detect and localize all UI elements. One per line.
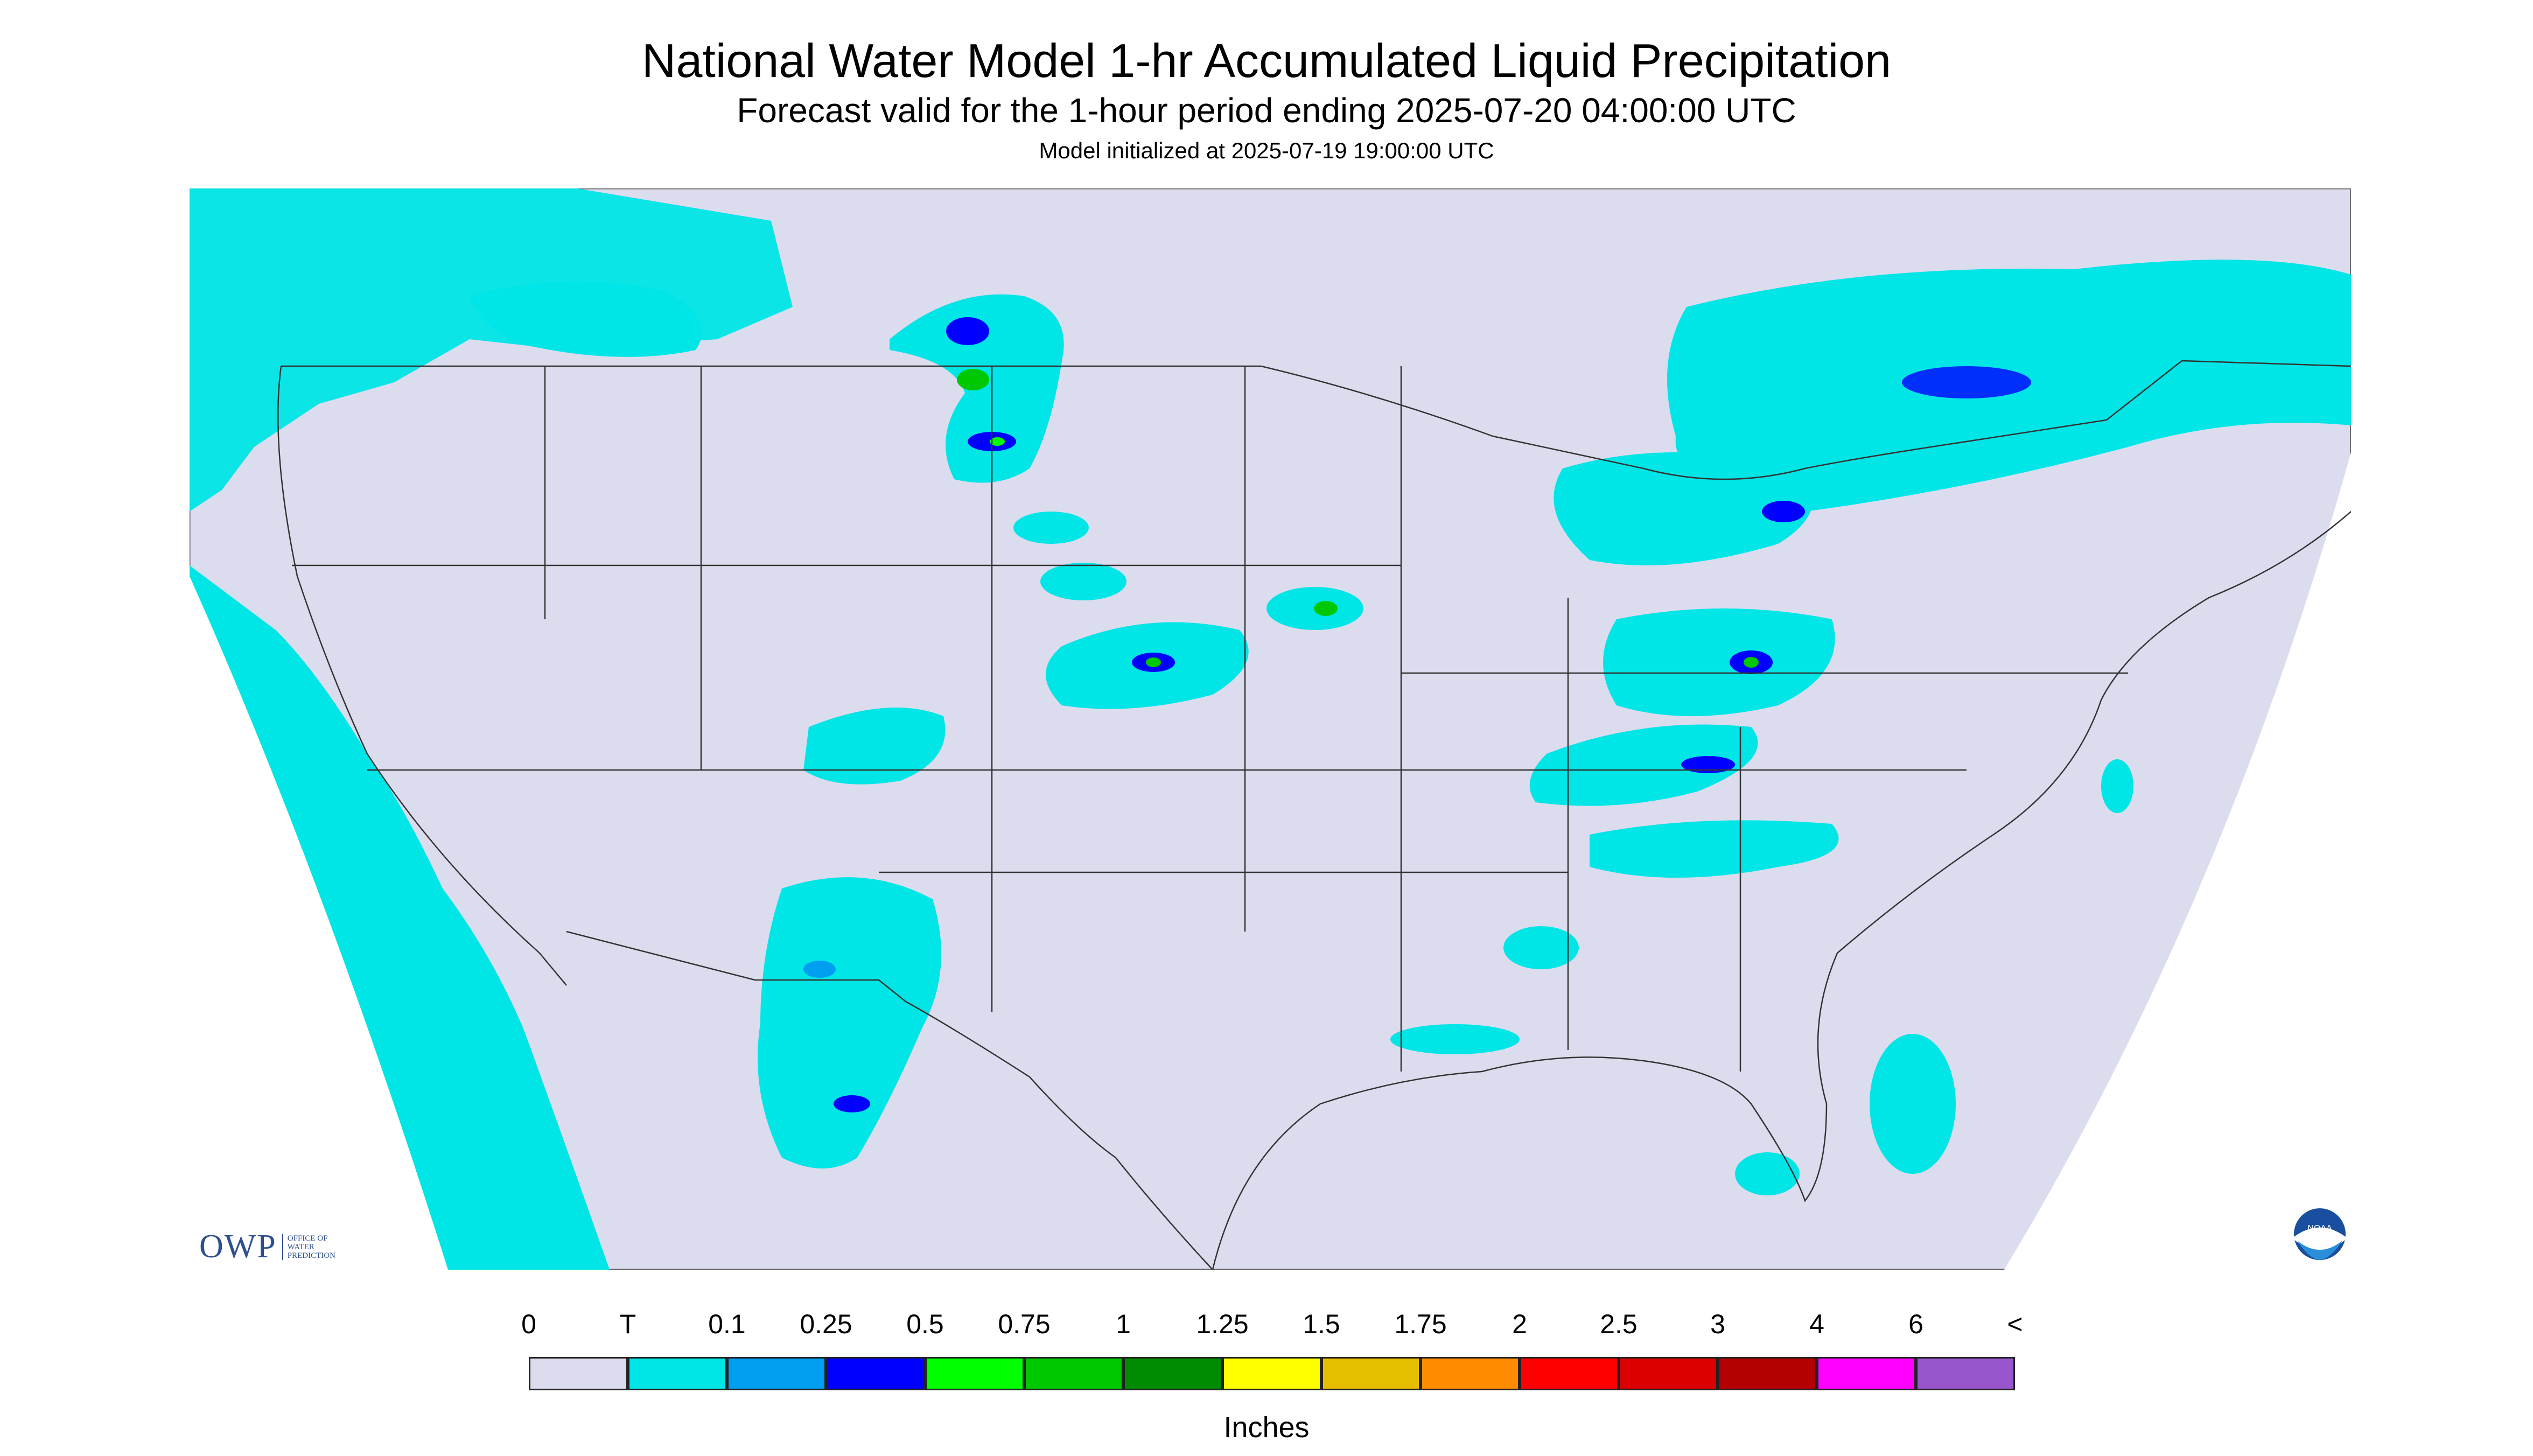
legend-label: 0.1: [708, 1309, 746, 1339]
legend-label: T: [619, 1309, 636, 1339]
legend-label: 0.75: [998, 1309, 1051, 1339]
state-boundaries: [277, 360, 2351, 1270]
precip-core-dakota-1: [946, 317, 989, 345]
precip-area-appalachia: [1529, 724, 1758, 806]
out-of-domain-left: [190, 576, 448, 1270]
legend-label: 3: [1710, 1309, 1725, 1339]
legend-label: 1.25: [1196, 1309, 1249, 1339]
precip-core-kentucky: [1681, 756, 1735, 773]
us-canada-border: [281, 360, 2351, 480]
precip-area-tennessee: [1590, 820, 1839, 878]
precip-area-alabama: [1503, 926, 1579, 969]
out-of-domain-right: [2004, 452, 2351, 1270]
legend-swatch: [1619, 1357, 1718, 1390]
precip-area-florida: [1735, 1152, 1800, 1195]
legend-label: 2.5: [1600, 1309, 1638, 1339]
east-coast: [1837, 511, 2351, 954]
legend-label: 0: [521, 1309, 536, 1339]
legend-label: 0.5: [906, 1309, 944, 1339]
page-title: National Water Model 1-hr Accumulated Li…: [641, 34, 1892, 87]
owp-logo-text: OWP: [199, 1228, 277, 1265]
legend-label: 6: [1908, 1309, 1923, 1339]
legend-label: 1: [1116, 1309, 1131, 1339]
west-coast: [277, 366, 567, 986]
legend-swatch: [925, 1357, 1024, 1390]
precip-area-atlantic: [2101, 759, 2133, 813]
svg-text:NOAA: NOAA: [2307, 1224, 2332, 1233]
precip-area-northwest: [190, 188, 793, 512]
legend-swatch: [1718, 1357, 1817, 1390]
model-initialized-note: Model initialized at 2025-07-19 19:00:00…: [1039, 138, 1494, 163]
precip-area-sd-blob: [1013, 512, 1089, 544]
precip-area-nebraska-1: [1040, 563, 1126, 600]
legend-swatch: [1520, 1357, 1619, 1390]
forecast-valid-subtitle: Forecast valid for the 1-hour period end…: [737, 91, 1796, 130]
legend-label: 0.25: [800, 1309, 852, 1339]
precip-area-gulf-south: [1870, 1034, 1956, 1174]
us-mexico-border: [566, 930, 1213, 1270]
legend-swatch: [628, 1357, 727, 1390]
precip-core-nm-2: [834, 1095, 870, 1112]
legend-swatch: [529, 1357, 628, 1390]
precip-core-ohio-green: [1744, 657, 1759, 668]
precip-core-nm-1: [803, 961, 836, 978]
precip-area-new-mexico: [758, 877, 941, 1168]
legend-swatch: [826, 1357, 925, 1390]
legend-swatch: [1421, 1357, 1520, 1390]
gulf-coast: [1212, 953, 1838, 1270]
legend-swatch: [727, 1357, 826, 1390]
owp-logo-subtext: OFFICE OF WATER PREDICTION: [282, 1234, 335, 1260]
precipitation-map: [190, 188, 2351, 1270]
legend-swatch: [1024, 1357, 1123, 1390]
legend-swatch: [1123, 1357, 1222, 1390]
legend-swatch: [1817, 1357, 1916, 1390]
legend-swatch: [1222, 1357, 1321, 1390]
legend-label: 1.5: [1303, 1309, 1340, 1339]
precip-area-michigan: [1554, 452, 1814, 565]
precipitation-legend: 0 T 0.1 0.25 0.5 0.75 1 1.25 1.5 1.75 2 2.5 3 4 6 <: [0, 1292, 2533, 1454]
precip-core-kansas-green: [1146, 657, 1161, 667]
precip-core-dakota-2: [957, 369, 989, 390]
precip-area-colorado: [803, 708, 946, 785]
legend-label: 4: [1809, 1309, 1824, 1339]
precip-core-michigan: [1762, 501, 1805, 522]
precip-area-ohio: [1603, 608, 1835, 716]
legend-units-label: Inches: [1223, 1411, 1310, 1444]
precip-core-dakota-4: [990, 437, 1005, 446]
noaa-logo: NOAA: [2294, 1208, 2346, 1260]
legend-label: <: [2007, 1309, 2023, 1339]
legend-swatch: [1321, 1357, 1421, 1390]
owp-logo: OWP OFFICE OF WATER PREDICTION: [199, 1228, 335, 1266]
precip-core-iowa: [1314, 601, 1338, 616]
precip-area-gulf: [1390, 1024, 1520, 1054]
legend-label: 1.75: [1394, 1309, 1447, 1339]
legend-swatch: [1916, 1357, 2015, 1390]
precip-core-quebec: [1902, 366, 2031, 398]
precip-area-pacific-band: [190, 565, 610, 1270]
legend-label: 2: [1512, 1309, 1527, 1339]
precip-area-montana: [470, 281, 702, 357]
